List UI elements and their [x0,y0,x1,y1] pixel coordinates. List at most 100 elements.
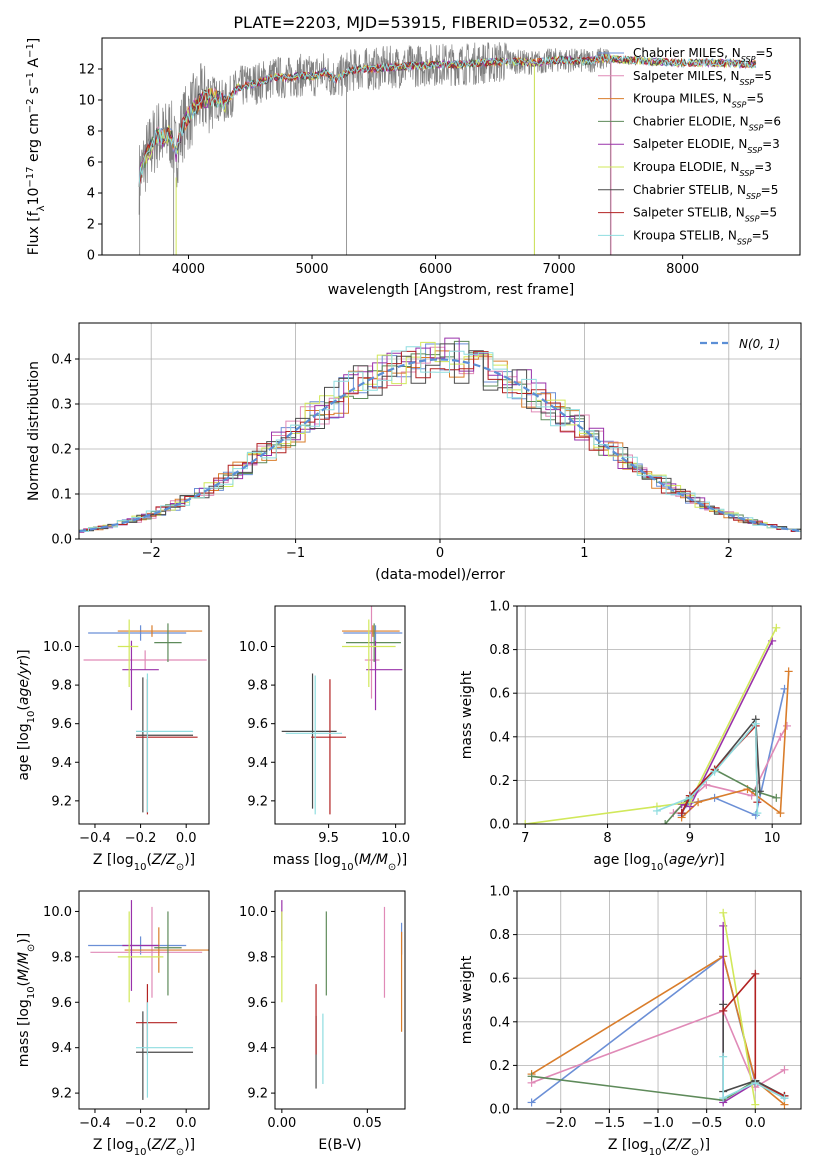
x-tick-label: −0.4 [79,1116,111,1131]
weight-marker [772,793,781,802]
x-tick-label: 0.00 [267,1116,296,1131]
y-tick-label: 0.6 [489,972,510,987]
x-axis-label: Z [log10(Z/Z⊙)] [93,1137,195,1158]
y-tick-label: 8 [87,125,95,140]
legend-label: Salpeter ELODIE, NSSP=3 [633,137,780,155]
y-tick-label: 0.1 [51,488,72,503]
legend-label: Salpeter MILES, NSSP=5 [633,69,772,87]
errorbar-kroupa_elodie [342,619,396,688]
weight-line-chabrier_stelib [722,1004,785,1097]
y-axis-label: mass weight [459,670,475,759]
errorbar-salpeter_stelib [136,679,198,815]
x-tick-label: −0.5 [691,1116,723,1131]
weight-marker [772,623,781,632]
y-tick-label: 9.4 [247,756,268,771]
weight-marker [719,908,728,917]
normal-distribution-curve [79,358,801,533]
y-tick-label: 0.8 [489,643,510,658]
errorbar-salpeter_stelib [136,984,178,1055]
weight-marker [776,809,785,818]
axes-frame [78,322,802,540]
y-tick-label: 1.0 [489,600,510,615]
y-tick-label: 0.4 [51,353,72,368]
errorbar-chabrier_elodie [154,623,182,662]
weight-marker [702,780,711,789]
model-spectrum-kroupa_stelib [138,54,757,187]
x-tick-label: −1.0 [642,1116,674,1131]
mass-vs-metallicity-panel: −0.4 −0.2 0.0 9.2 9.4 9.6 9.8 10.0 Z [log10(Z/Z⊙… [16,890,210,1158]
x-tick-label: 7 [521,831,529,846]
weight-marker [751,1078,760,1087]
x-tick-label: 6000 [419,262,452,277]
errorbar-salpeter_miles [90,906,203,998]
x-tick-label: −1 [286,546,305,561]
y-tick-label: 10.0 [43,640,72,655]
x-axis-label: age [log10(age/yr)] [593,852,724,873]
model-spectrum-salpeter_stelib [138,53,756,187]
residual-histogram-chabrier_elodie [79,340,801,533]
y-tick-label: 2 [87,218,95,233]
x-tick-label: 7000 [543,262,576,277]
legend-label: Kroupa STELIB, NSSP=5 [633,228,769,246]
errorbar-salpeter_elodie [122,640,159,711]
axes-frame [274,890,406,1110]
mass-weight-vs-metallicity-panel: −2.0 −1.5 −1.0 −0.5 0.0 0.0 0.2 0.4 0.6 0.8 1.0 Z [… [459,885,802,1158]
x-axis-label: Z [log10(Z/Z⊙)] [93,852,195,873]
axes-frame [516,605,802,825]
y-tick-label: 0 [87,249,95,264]
x-tick-label: 10.0 [381,831,410,846]
y-tick-label: 0.3 [51,398,72,413]
axes-frame [78,605,210,825]
x-tick-label: −0.4 [79,831,111,846]
y-tick-label: 9.4 [247,1041,268,1056]
x-tick-label: 0 [436,546,444,561]
x-tick-label: 2 [725,546,733,561]
weight-marker [780,1094,789,1103]
y-tick-label: 9.2 [247,794,268,809]
weight-marker [751,969,760,978]
y-tick-label: 1.0 [489,885,510,900]
y-tick-label: 9.4 [51,756,72,771]
y-axis-label: mass [log10(M/M⊙)] [16,933,37,1067]
x-tick-label: −0.2 [125,1116,157,1131]
y-tick-label: 9.8 [247,950,268,965]
weight-marker [710,767,719,776]
weight-line-kroupa_miles [531,955,786,1106]
legend-label: N(0, 1) [739,337,780,351]
x-axis-label: E(B-V) [318,1137,361,1153]
mass-vs-ebv-panel: 0.00 0.05 9.2 9.4 9.6 9.8 10.0 E(B-V) [239,890,406,1153]
x-tick-label: 8 [603,831,611,846]
errorbar-salpeter_elodie [122,900,159,991]
weight-marker [685,793,694,802]
legend-label: Kroupa ELODIE, NSSP=3 [633,160,772,178]
errorbar-kroupa_stelib [136,1002,194,1098]
y-tick-label: 9.6 [247,717,268,732]
x-tick-label: 0.0 [176,1116,197,1131]
y-tick-label: 12 [78,63,95,78]
errorbar-salpeter_miles [364,606,380,699]
age-vs-mass-panel: 9.5 10.0 9.2 9.4 9.6 9.8 10.0 mass [log10(M/M⊙)… [239,605,410,873]
errorbar-kroupa_stelib [285,675,343,815]
age-vs-metallicity-panel: −0.4 −0.2 0.0 9.2 9.4 9.6 9.8 10.0 Z [log10(Z/Z⊙… [16,605,210,873]
y-tick-label: 9.2 [51,794,72,809]
x-axis-label: mass [log10(M/M⊙)] [273,852,407,873]
weight-marker [784,667,793,676]
legend-label: Chabrier STELIB, NSSP=5 [633,183,778,201]
y-tick-label: 10.0 [239,640,268,655]
x-axis-label: Z [log10(Z/Z⊙)] [608,1137,710,1158]
y-tick-label: 9.8 [247,679,268,694]
weight-marker [677,809,686,818]
legend-label: Salpeter STELIB, NSSP=5 [633,206,777,224]
legend-label: Chabrier ELODIE, NSSP=6 [633,114,781,131]
weight-line-salpeter_stelib [722,971,785,1097]
x-tick-label: 5000 [295,262,328,277]
y-tick-label: 9.2 [247,1087,268,1102]
weight-marker [753,809,762,818]
x-tick-label: 0.05 [353,1116,382,1131]
x-tick-label: 4000 [172,262,205,277]
x-tick-label: −0.2 [125,831,157,846]
axes-frame [78,890,210,1110]
y-tick-label: 6 [87,156,95,171]
y-axis-label: Flux [fλ10−17 erg cm−2 s−1 A−1] [25,38,47,256]
figure-title: PLATE=2203, MJD=53915, FIBERID=0532, z=0… [233,13,646,32]
